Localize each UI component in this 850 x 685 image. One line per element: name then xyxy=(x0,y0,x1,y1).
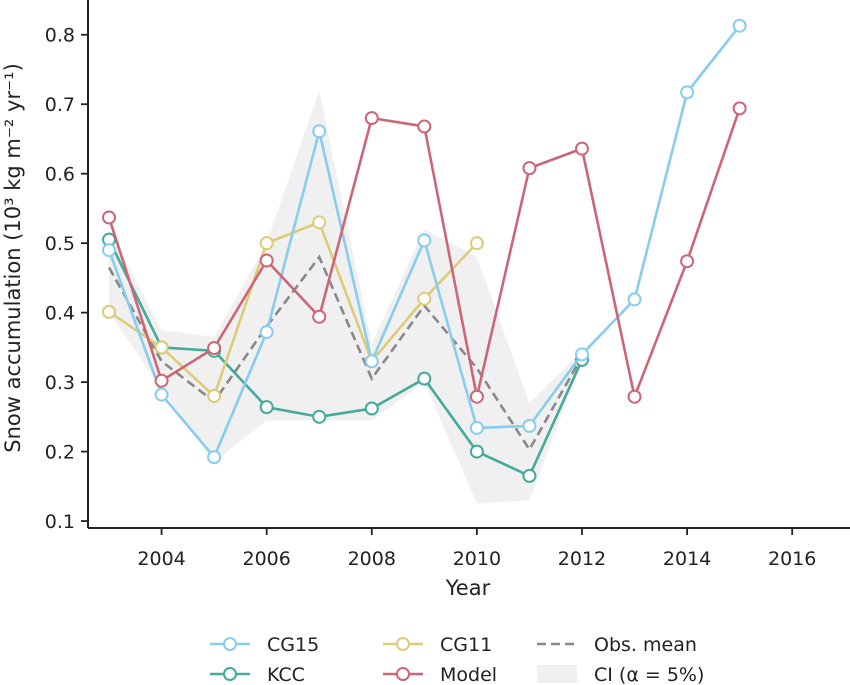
point-cg15-2014 xyxy=(680,85,695,100)
legend-label-cg11: CG11 xyxy=(440,634,492,656)
point-cg15-2003 xyxy=(102,243,117,258)
y-axis-title: Snow accumulation (10³ kg m⁻² yr⁻¹) xyxy=(1,63,25,453)
legend: CG15 CG11 Obs. mean KCC Model CI (α = 5%) xyxy=(210,634,704,685)
point-kcc-2010 xyxy=(469,444,484,459)
series-line-obs-mean xyxy=(107,254,584,453)
x-tick-label: 2016 xyxy=(768,548,816,570)
axes: Year Snow accumulation (10³ kg m⁻² yr⁻¹)… xyxy=(1,0,850,600)
series-cg15 xyxy=(102,18,747,465)
legend-label-cg15: CG15 xyxy=(267,634,319,656)
point-model-2015 xyxy=(732,101,747,116)
point-cg15-2012 xyxy=(574,347,589,362)
point-cg11-2006 xyxy=(259,236,274,251)
point-model-2011 xyxy=(522,161,537,176)
point-cg15-2013 xyxy=(627,292,642,307)
point-model-2006 xyxy=(259,253,274,268)
point-cg15-2005 xyxy=(207,450,222,465)
legend-item-cg11: CG11 xyxy=(383,634,492,656)
plot-area xyxy=(102,18,747,504)
point-model-2009 xyxy=(417,119,432,134)
point-cg15-2009 xyxy=(417,233,432,248)
x-axis-title: Year xyxy=(445,576,491,600)
y-tick-label: 0.7 xyxy=(45,94,75,116)
y-tick-label: 0.4 xyxy=(45,303,75,325)
legend-marker-cg15 xyxy=(223,637,237,651)
y-tick-label: 0.3 xyxy=(45,372,75,394)
point-cg15-2010 xyxy=(469,420,484,435)
legend-marker-cg11 xyxy=(396,637,410,651)
x-tick-label: 2004 xyxy=(137,548,185,570)
legend-marker-model xyxy=(396,667,410,681)
legend-label-kcc: KCC xyxy=(267,664,305,685)
point-cg15-2008 xyxy=(364,354,379,369)
point-model-2007 xyxy=(312,309,327,324)
ci-band xyxy=(109,90,582,504)
point-cg15-2015 xyxy=(732,18,747,33)
x-tick-label: 2010 xyxy=(453,548,501,570)
series-line-kcc xyxy=(107,239,584,478)
point-model-2014 xyxy=(680,254,695,269)
series-obs-mean xyxy=(107,254,584,453)
point-cg15-2004 xyxy=(154,387,169,402)
point-cg11-2005 xyxy=(207,389,222,403)
point-cg15-2007 xyxy=(312,124,327,139)
series-model xyxy=(102,101,747,404)
point-model-2004 xyxy=(154,373,169,388)
legend-item-obs-mean: Obs. mean xyxy=(537,634,697,656)
x-tick-label: 2008 xyxy=(348,548,396,570)
legend-label-obs-mean: Obs. mean xyxy=(594,634,697,656)
point-cg15-2006 xyxy=(259,325,274,340)
legend-label-model: Model xyxy=(440,664,497,685)
x-tick-label: 2012 xyxy=(558,548,606,570)
point-model-2013 xyxy=(627,389,642,404)
point-cg15-2011 xyxy=(522,418,537,433)
legend-item-ci-5: CI (α = 5%) xyxy=(537,664,704,685)
point-cg11-2004 xyxy=(154,340,169,355)
point-model-2003 xyxy=(102,210,117,225)
point-model-2008 xyxy=(364,111,379,126)
point-kcc-2008 xyxy=(364,401,379,416)
point-cg11-2009 xyxy=(417,291,432,306)
point-model-2012 xyxy=(574,141,589,156)
y-tick-label: 0.6 xyxy=(45,164,75,186)
y-tick-label: 0.8 xyxy=(45,25,75,47)
legend-swatch-ci-5 xyxy=(537,665,577,683)
legend-item-kcc: KCC xyxy=(210,664,305,685)
legend-label-ci-5: CI (α = 5%) xyxy=(594,664,704,685)
legend-item-model: Model xyxy=(383,664,497,685)
point-kcc-2011 xyxy=(522,468,537,483)
x-tick-label: 2014 xyxy=(663,548,711,570)
y-tick-label: 0.5 xyxy=(45,233,75,255)
point-model-2010 xyxy=(469,389,484,404)
point-kcc-2009 xyxy=(417,371,432,386)
point-kcc-2007 xyxy=(312,409,327,424)
y-tick-label: 0.1 xyxy=(45,511,75,533)
x-tick-label: 2006 xyxy=(242,548,290,570)
point-kcc-2006 xyxy=(259,400,274,415)
y-tick-label: 0.2 xyxy=(45,442,75,464)
legend-item-cg15: CG15 xyxy=(210,634,319,656)
point-model-2005 xyxy=(207,341,222,356)
point-cg11-2007 xyxy=(312,215,327,230)
point-cg11-2010 xyxy=(469,236,484,251)
point-cg11-2003 xyxy=(102,304,117,319)
legend-marker-kcc xyxy=(223,667,237,681)
